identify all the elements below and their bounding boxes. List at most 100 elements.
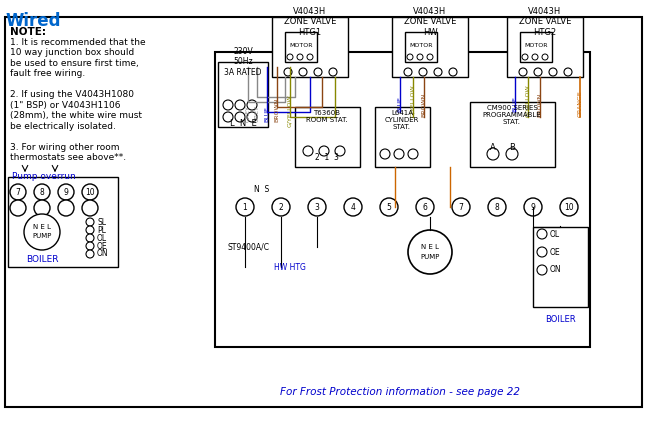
Circle shape (272, 198, 290, 216)
Text: 9: 9 (63, 187, 69, 197)
Circle shape (417, 54, 423, 60)
Text: Wired: Wired (5, 12, 61, 30)
Circle shape (86, 250, 94, 258)
Bar (285, 32, 317, 62)
Circle shape (307, 54, 313, 60)
Circle shape (487, 148, 499, 160)
Circle shape (58, 200, 74, 216)
Circle shape (284, 68, 292, 76)
Circle shape (82, 184, 98, 200)
Text: HW HTG: HW HTG (274, 262, 306, 271)
Text: T6360B
ROOM STAT.: T6360B ROOM STAT. (306, 110, 348, 123)
Text: ON: ON (550, 265, 562, 274)
Circle shape (537, 247, 547, 257)
Text: A: A (490, 143, 496, 151)
Text: PL: PL (97, 225, 106, 235)
Text: 2: 2 (279, 203, 283, 211)
Text: 10: 10 (564, 203, 574, 211)
Text: 8: 8 (39, 187, 45, 197)
Text: For Frost Protection information - see page 22: For Frost Protection information - see p… (280, 387, 520, 397)
Bar (470, 102, 555, 167)
Text: MOTOR: MOTOR (524, 43, 548, 48)
Text: OL: OL (550, 230, 560, 238)
Circle shape (86, 226, 94, 234)
Circle shape (380, 149, 390, 159)
Circle shape (329, 68, 337, 76)
Bar (218, 62, 268, 127)
Bar (533, 227, 588, 307)
Circle shape (506, 148, 518, 160)
Circle shape (522, 54, 528, 60)
Text: BROWN: BROWN (538, 92, 542, 117)
Text: 4: 4 (351, 203, 355, 211)
Circle shape (319, 146, 329, 156)
Text: 8: 8 (494, 203, 499, 211)
Bar (215, 52, 590, 347)
Text: 2  1  3: 2 1 3 (315, 152, 339, 162)
Circle shape (449, 68, 457, 76)
Text: BROWN: BROWN (274, 97, 280, 122)
Circle shape (524, 198, 542, 216)
Circle shape (308, 198, 326, 216)
Circle shape (82, 200, 98, 216)
Text: be electrically isolated.: be electrically isolated. (10, 122, 116, 130)
Text: 5: 5 (386, 203, 391, 211)
Circle shape (223, 100, 233, 110)
Bar (392, 17, 468, 77)
Text: BOILER: BOILER (545, 315, 575, 324)
Circle shape (314, 68, 322, 76)
Text: ST9400A/C: ST9400A/C (227, 243, 269, 252)
Circle shape (434, 68, 442, 76)
Text: BLUE: BLUE (265, 106, 270, 122)
Text: (28mm), the white wire must: (28mm), the white wire must (10, 111, 142, 120)
Text: MOTOR: MOTOR (289, 43, 313, 48)
Text: 1: 1 (243, 203, 247, 211)
Circle shape (549, 68, 557, 76)
Bar (507, 17, 583, 77)
Circle shape (419, 68, 427, 76)
Circle shape (408, 149, 418, 159)
Circle shape (534, 68, 542, 76)
Circle shape (519, 68, 527, 76)
Text: 230V
50Hz
3A RATED: 230V 50Hz 3A RATED (225, 47, 262, 77)
Circle shape (380, 198, 398, 216)
Bar (520, 32, 552, 62)
Circle shape (335, 146, 345, 156)
Circle shape (34, 184, 50, 200)
Circle shape (537, 265, 547, 275)
Text: PUMP: PUMP (32, 233, 52, 239)
Text: GREY: GREY (254, 105, 259, 122)
Circle shape (236, 198, 254, 216)
Text: 10 way junction box should: 10 way junction box should (10, 48, 134, 57)
Circle shape (10, 200, 26, 216)
Bar (295, 107, 360, 167)
Circle shape (86, 242, 94, 250)
Bar (8, 177, 118, 267)
Text: PUMP: PUMP (421, 254, 440, 260)
Circle shape (537, 229, 547, 239)
Circle shape (344, 198, 362, 216)
Circle shape (394, 149, 404, 159)
Text: OL: OL (97, 233, 107, 243)
Circle shape (408, 230, 452, 274)
Circle shape (542, 54, 548, 60)
Circle shape (452, 198, 470, 216)
Text: N E L: N E L (33, 224, 51, 230)
Text: fault free wiring.: fault free wiring. (10, 69, 85, 78)
Text: L641A
CYLINDER
STAT.: L641A CYLINDER STAT. (385, 110, 419, 130)
Text: G/YELLOW: G/YELLOW (410, 84, 415, 117)
Text: GREY: GREY (245, 105, 250, 122)
Text: (1" BSP) or V4043H1106: (1" BSP) or V4043H1106 (10, 100, 120, 109)
Text: 7: 7 (16, 187, 21, 197)
Bar (375, 107, 430, 167)
Text: NOTE:: NOTE: (10, 27, 46, 37)
Circle shape (86, 234, 94, 242)
Text: BLUE: BLUE (397, 96, 402, 112)
Text: V4043H
ZONE VALVE
HW: V4043H ZONE VALVE HW (404, 7, 456, 37)
Text: 1. It is recommended that the: 1. It is recommended that the (10, 38, 146, 46)
Text: Pump overrun: Pump overrun (12, 172, 76, 181)
Text: V4043H
ZONE VALVE
HTG1: V4043H ZONE VALVE HTG1 (284, 7, 336, 37)
Circle shape (223, 112, 233, 122)
Text: N E L: N E L (421, 244, 439, 250)
Circle shape (407, 54, 413, 60)
